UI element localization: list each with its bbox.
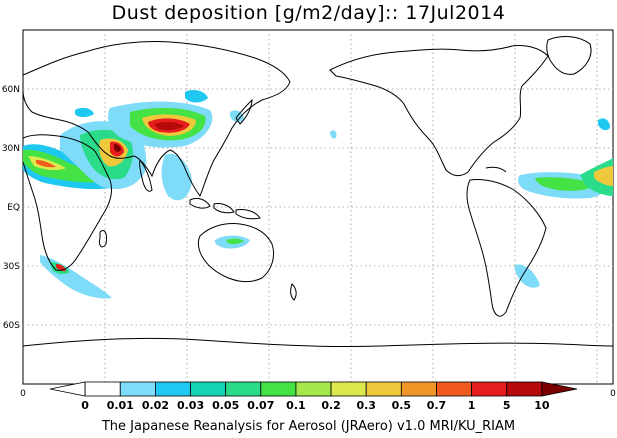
colorbar-swatch-4	[190, 381, 227, 397]
colorbar-swatch-12	[471, 381, 508, 397]
colorbar-label-13: 10	[534, 399, 550, 412]
colorbar-label-12: 5	[503, 399, 511, 412]
antarctica-coastline	[22, 337, 614, 348]
colorbar-swatch-14	[541, 381, 578, 397]
colorbar-label-6: 0.1	[286, 399, 306, 412]
colorbar: 0 0.01 0.02 0.03 0.05 0.07 0.1 0.2 0.3 0.5 0.7 1 5 10	[49, 381, 578, 412]
colorbar-swatch-2	[119, 381, 156, 397]
latitude-labels: 60N 30N EQ 30S 60S	[2, 85, 20, 331]
colorbar-label-0: 0	[81, 399, 89, 412]
south-america-dust-region	[514, 264, 540, 288]
colorbar-swatch-7	[295, 381, 332, 397]
colorbar-label-7: 0.2	[321, 399, 341, 412]
colorbar-label-9: 0.5	[392, 399, 412, 412]
gridlines	[23, 30, 613, 384]
colorbar-label-2: 0.02	[142, 399, 169, 412]
colorbar-swatch-10	[400, 381, 437, 397]
lat-label-60n: 60N	[2, 85, 20, 95]
colorbar-swatch-6	[260, 381, 297, 397]
colorbar-label-10: 0.7	[427, 399, 447, 412]
lat-label-eq: EQ	[7, 203, 20, 213]
africa-coastline	[22, 134, 113, 271]
colorbar-label-3: 0.03	[177, 399, 204, 412]
colorbar-label-8: 0.3	[356, 399, 376, 412]
colorbar-swatch-5	[225, 381, 262, 397]
lat-label-30s: 30S	[3, 262, 20, 272]
eurasia-coastline	[22, 41, 291, 198]
colorbar-swatch-9	[365, 381, 402, 397]
colorbar-swatch-13	[506, 381, 543, 397]
south-america-coastline	[466, 179, 547, 317]
dust-shading	[23, 90, 613, 299]
colorbar-label-11: 1	[468, 399, 476, 412]
footer-credit: The Japanese Reanalysis for Aerosol (JRA…	[101, 419, 516, 434]
colorbar-swatch-8	[330, 381, 367, 397]
colorbar-label-1: 0.01	[107, 399, 134, 412]
axis-end-right: 0	[610, 389, 616, 399]
lat-label-60s: 60S	[3, 321, 20, 331]
north-america-coastline	[329, 45, 549, 177]
colorbar-label-5: 0.07	[247, 399, 274, 412]
colorbar-swatch-3	[154, 381, 191, 397]
colorbar-label-4: 0.05	[212, 399, 239, 412]
australia-coastline	[198, 223, 275, 283]
axis-end-left: 0	[20, 389, 26, 399]
coastlines	[22, 36, 614, 348]
map-title: Dust deposition [g/m2/day]:: 17Jul2014	[111, 2, 506, 24]
lat-label-30n: 30N	[2, 144, 20, 154]
colorbar-swatch-1	[84, 381, 121, 397]
colorbar-swatch-11	[436, 381, 473, 397]
